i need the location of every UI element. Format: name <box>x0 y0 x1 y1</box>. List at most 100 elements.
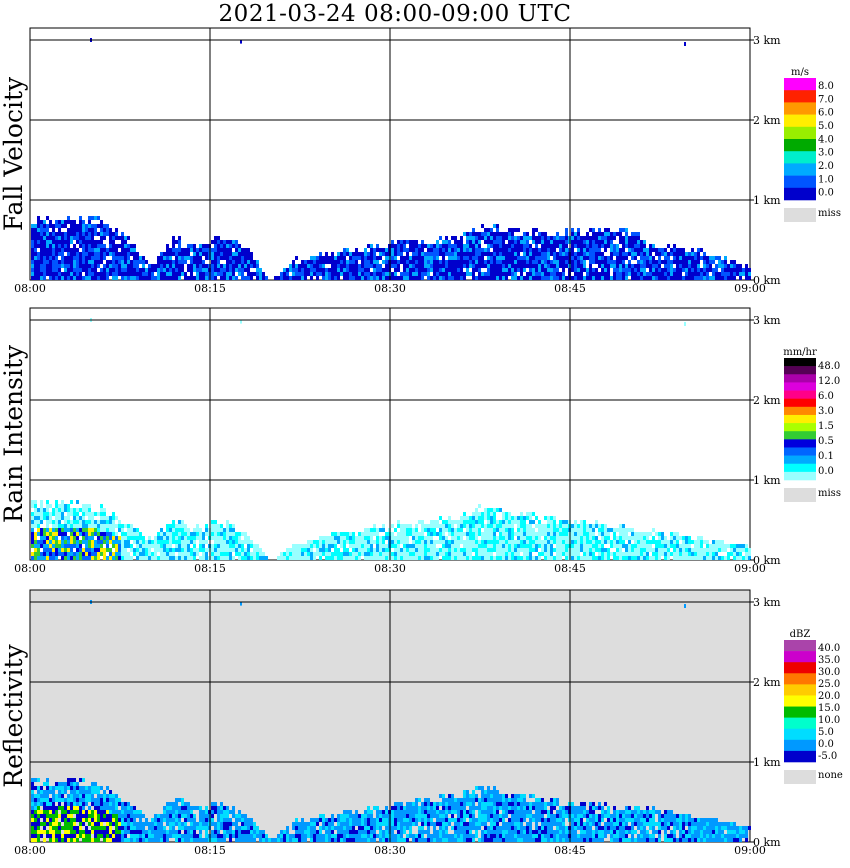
panel3-echo-cell <box>286 830 289 834</box>
panel1-echo-cell <box>82 252 85 256</box>
panel1-echo-cell <box>112 272 115 276</box>
panel1-echo-cell <box>157 256 160 260</box>
panel2-echo-cell <box>184 528 187 532</box>
panel1-echo-cell <box>481 260 484 264</box>
panel1-echo-cell <box>517 276 520 280</box>
panel3-echo-cell <box>169 826 172 830</box>
panel2-echo-cell <box>211 524 214 528</box>
panel3-echo-cell <box>64 838 67 842</box>
panel3-echo-cell <box>124 818 127 822</box>
panel2-echo-cell <box>106 556 109 560</box>
panel1-echo-cell <box>349 260 352 264</box>
panel2-echo-cell <box>619 540 622 544</box>
panel1-echo-cell <box>652 268 655 272</box>
panel1-echo-cell <box>316 260 319 264</box>
panel2-echo-cell <box>178 544 181 548</box>
panel2-echo-cell <box>592 548 595 552</box>
panel2-echo-cell <box>442 548 445 552</box>
panel2-echo-cell <box>82 512 85 516</box>
panel2-echo-cell <box>193 528 196 532</box>
panel1-echo-cell <box>619 252 622 256</box>
panel1-echo-cell <box>520 276 523 280</box>
panel2-echo-cell <box>97 520 100 524</box>
panel2-echo-cell <box>577 552 580 556</box>
panel2-echo-cell <box>553 524 556 528</box>
panel2-echo-cell <box>40 536 43 540</box>
panel3-echo-cell <box>220 834 223 838</box>
panel3-echo-cell <box>199 822 202 826</box>
panel1-echo-cell <box>100 220 103 224</box>
panel1-echo-cell <box>634 268 637 272</box>
panel2-echo-cell <box>151 556 154 560</box>
panel2-echo-cell <box>91 524 94 528</box>
panel2-echo-cell <box>412 552 415 556</box>
panel1-echo-cell <box>55 276 58 280</box>
panel1-echo-cell <box>442 240 445 244</box>
panel1-echo-cell <box>427 248 430 252</box>
panel3-echo-cell <box>82 830 85 834</box>
panel1-echo-cell <box>193 268 196 272</box>
panel1-echo-cell <box>553 244 556 248</box>
panel1-echo-cell <box>82 260 85 264</box>
panel1-echo-cell <box>49 224 52 228</box>
panel3-echo-cell <box>199 806 202 810</box>
panel1-echo-cell <box>301 272 304 276</box>
panel1-echo-cell <box>379 252 382 256</box>
panel3-echo-cell <box>241 830 244 834</box>
panel1-x-tick-label: 09:00 <box>734 282 766 295</box>
panel2-echo-cell <box>73 524 76 528</box>
panel3-echo-cell <box>46 798 49 802</box>
panel3-echo-cell <box>157 830 160 834</box>
panel1-echo-cell <box>475 276 478 280</box>
panel3-echo-cell <box>133 818 136 822</box>
panel3-echo-cell <box>97 838 100 842</box>
panel2-echo-cell <box>232 524 235 528</box>
panel1-echo-cell <box>517 252 520 256</box>
panel2-echo-cell <box>240 319 242 324</box>
panel2-echo-cell <box>187 540 190 544</box>
panel1-echo-cell <box>478 272 481 276</box>
panel2-echo-cell <box>487 516 490 520</box>
panel1-echo-cell <box>229 268 232 272</box>
panel2-echo-cell <box>382 540 385 544</box>
panel2-echo-cell <box>202 556 205 560</box>
panel1-echo-cell <box>565 236 568 240</box>
panel2-echo-cell <box>583 544 586 548</box>
panel2-echo-cell <box>286 548 289 552</box>
panel1-echo-cell <box>559 252 562 256</box>
panel1-echo-cell <box>334 256 337 260</box>
panel3-echo-cell <box>91 822 94 826</box>
panel3-echo-cell <box>250 818 253 822</box>
panel3-echo-cell <box>154 814 157 818</box>
panel2-echo-cell <box>217 556 220 560</box>
panel3-echo-cell <box>145 834 148 838</box>
panel1-echo-cell <box>469 272 472 276</box>
panel1-echo-cell <box>118 236 121 240</box>
panel1-echo-cell <box>229 252 232 256</box>
panel3-echo-cell <box>109 822 112 826</box>
panel3-echo-cell <box>163 834 166 838</box>
panel3-echo-cell <box>169 806 172 810</box>
panel1-echo-cell <box>577 228 580 232</box>
panel1-echo-cell <box>358 256 361 260</box>
panel2-echo-cell <box>121 540 124 544</box>
panel1-echo-cell <box>235 264 238 268</box>
panel1-echo-cell <box>691 268 694 272</box>
panel2-echo-cell <box>607 532 610 536</box>
panel2-echo-cell <box>322 540 325 544</box>
panel3-echo-cell <box>112 834 115 838</box>
panel1-echo-cell <box>94 252 97 256</box>
panel2-echo-cell <box>418 536 421 540</box>
panel1-echo-cell <box>154 268 157 272</box>
panel1-echo-cell <box>712 268 715 272</box>
panel3-echo-cell <box>106 818 109 822</box>
panel1-echo-cell <box>583 236 586 240</box>
panel1-echo-cell <box>418 252 421 256</box>
panel3-echo-cell <box>301 818 304 822</box>
panel1-echo-cell <box>499 240 502 244</box>
panel2-echo-cell <box>499 544 502 548</box>
panel1-echo-cell <box>424 244 427 248</box>
panel1-echo-cell <box>661 276 664 280</box>
panel1-echo-cell <box>556 244 559 248</box>
panel3-echo-cell <box>331 826 334 830</box>
